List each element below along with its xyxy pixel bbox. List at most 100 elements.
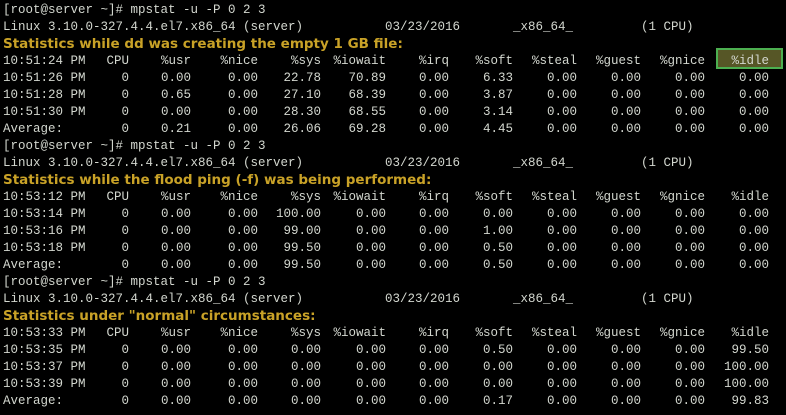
table-header: CPU — [106, 54, 129, 68]
average-cell: 0.00 — [290, 394, 321, 408]
average-cell: 0.00 — [227, 258, 258, 272]
table-header: %sys — [290, 326, 321, 340]
table-header: 10:51:24 PM — [3, 54, 86, 68]
table-cell: 0.50 — [482, 343, 513, 357]
section-heading: Statistics while the flood ping (-f) was… — [3, 172, 432, 188]
table-header: %nice — [220, 54, 258, 68]
table-cell: 0.00 — [738, 224, 769, 238]
table-cell: 0 — [121, 88, 129, 102]
table-cell: 0.00 — [674, 105, 705, 119]
table-cell: 0 — [121, 224, 129, 238]
table-cell: 0.00 — [610, 224, 641, 238]
table-header: %irq — [418, 326, 449, 340]
average-cell: 0 — [121, 394, 129, 408]
table-cell: 0.00 — [546, 207, 577, 221]
table-cell: 10:51:26 PM — [3, 71, 86, 85]
average-cell: Average: — [3, 122, 64, 136]
table-cell: 0.00 — [482, 360, 513, 374]
average-cell: 0.00 — [355, 258, 386, 272]
table-header: 10:53:12 PM — [3, 190, 86, 204]
table-cell: 0.00 — [355, 207, 386, 221]
table-cell: 10:53:14 PM — [3, 207, 86, 221]
table-cell: 100.00 — [723, 377, 769, 391]
table-cell: 0.00 — [546, 377, 577, 391]
table-cell: 0.00 — [160, 360, 191, 374]
table-header: %nice — [220, 326, 258, 340]
table-cell: 0.00 — [227, 377, 258, 391]
average-cell: 0.00 — [418, 394, 449, 408]
table-cell: 0 — [121, 105, 129, 119]
table-cell: 3.87 — [482, 88, 513, 102]
table-cell: 0.00 — [160, 71, 191, 85]
table-cell: 0.00 — [227, 343, 258, 357]
table-cell: 10:53:37 PM — [3, 360, 86, 374]
table-cell: 0.00 — [418, 360, 449, 374]
average-cell: 0.00 — [674, 122, 705, 136]
table-cell: 0 — [121, 360, 129, 374]
table-cell: 99.50 — [731, 343, 769, 357]
table-header: 10:53:33 PM — [3, 326, 86, 340]
table-cell: 0.00 — [290, 343, 321, 357]
average-cell: Average: — [3, 394, 64, 408]
average-cell: 0.00 — [160, 258, 191, 272]
table-cell: 0.00 — [674, 360, 705, 374]
table-cell: 99.00 — [283, 224, 321, 238]
average-cell: 0.00 — [546, 394, 577, 408]
average-cell: 26.06 — [283, 122, 321, 136]
table-cell: 0.00 — [610, 88, 641, 102]
table-cell: 0.00 — [418, 88, 449, 102]
table-cell: 0.00 — [674, 207, 705, 221]
system-info: (1 CPU) — [641, 156, 694, 170]
table-cell: 0.00 — [546, 241, 577, 255]
average-cell: 0.00 — [674, 258, 705, 272]
table-cell: 28.30 — [283, 105, 321, 119]
table-cell: 0.00 — [610, 207, 641, 221]
table-header: CPU — [106, 190, 129, 204]
table-header: %soft — [475, 326, 513, 340]
table-cell: 10:51:30 PM — [3, 105, 86, 119]
table-header: %idle — [731, 54, 769, 68]
table-header: %gnice — [659, 326, 705, 340]
average-cell: 4.45 — [482, 122, 513, 136]
table-cell: 6.33 — [482, 71, 513, 85]
table-cell: 0.00 — [160, 224, 191, 238]
table-header: %sys — [290, 54, 321, 68]
average-cell: Average: — [3, 258, 64, 272]
average-cell: 0.00 — [418, 258, 449, 272]
table-header: %usr — [160, 326, 191, 340]
average-cell: 0.00 — [674, 394, 705, 408]
table-header: %gnice — [659, 54, 705, 68]
table-header: %irq — [418, 190, 449, 204]
table-cell: 0.00 — [482, 377, 513, 391]
table-cell: 0.00 — [355, 224, 386, 238]
table-cell: 10:51:28 PM — [3, 88, 86, 102]
table-header: %guest — [595, 190, 641, 204]
table-cell: 0.00 — [546, 343, 577, 357]
average-cell: 99.83 — [731, 394, 769, 408]
table-header: %iowait — [333, 326, 386, 340]
table-header: CPU — [106, 326, 129, 340]
table-cell: 0.00 — [160, 377, 191, 391]
system-info: 03/23/2016 — [385, 292, 461, 306]
table-cell: 1.00 — [482, 224, 513, 238]
table-cell: 0.00 — [610, 71, 641, 85]
system-info: _x86_64_ — [513, 156, 574, 170]
table-header: %idle — [731, 190, 769, 204]
command-prompt: [root@server ~]# mpstat -u -P 0 2 3 — [3, 275, 266, 289]
table-cell: 70.89 — [348, 71, 386, 85]
table-cell: 0.00 — [227, 360, 258, 374]
table-cell: 3.14 — [482, 105, 513, 119]
system-info: Linux 3.10.0-327.4.4.el7.x86_64 (server) — [3, 292, 304, 306]
table-cell: 0.00 — [674, 343, 705, 357]
table-cell: 0.00 — [418, 105, 449, 119]
table-cell: 0.00 — [674, 377, 705, 391]
table-cell: 0.00 — [355, 360, 386, 374]
average-cell: 99.50 — [283, 258, 321, 272]
table-cell: 0.00 — [418, 207, 449, 221]
system-info: (1 CPU) — [641, 292, 694, 306]
table-cell: 0 — [121, 241, 129, 255]
table-cell: 0.00 — [418, 241, 449, 255]
table-cell: 10:53:18 PM — [3, 241, 86, 255]
system-info: _x86_64_ — [513, 292, 574, 306]
